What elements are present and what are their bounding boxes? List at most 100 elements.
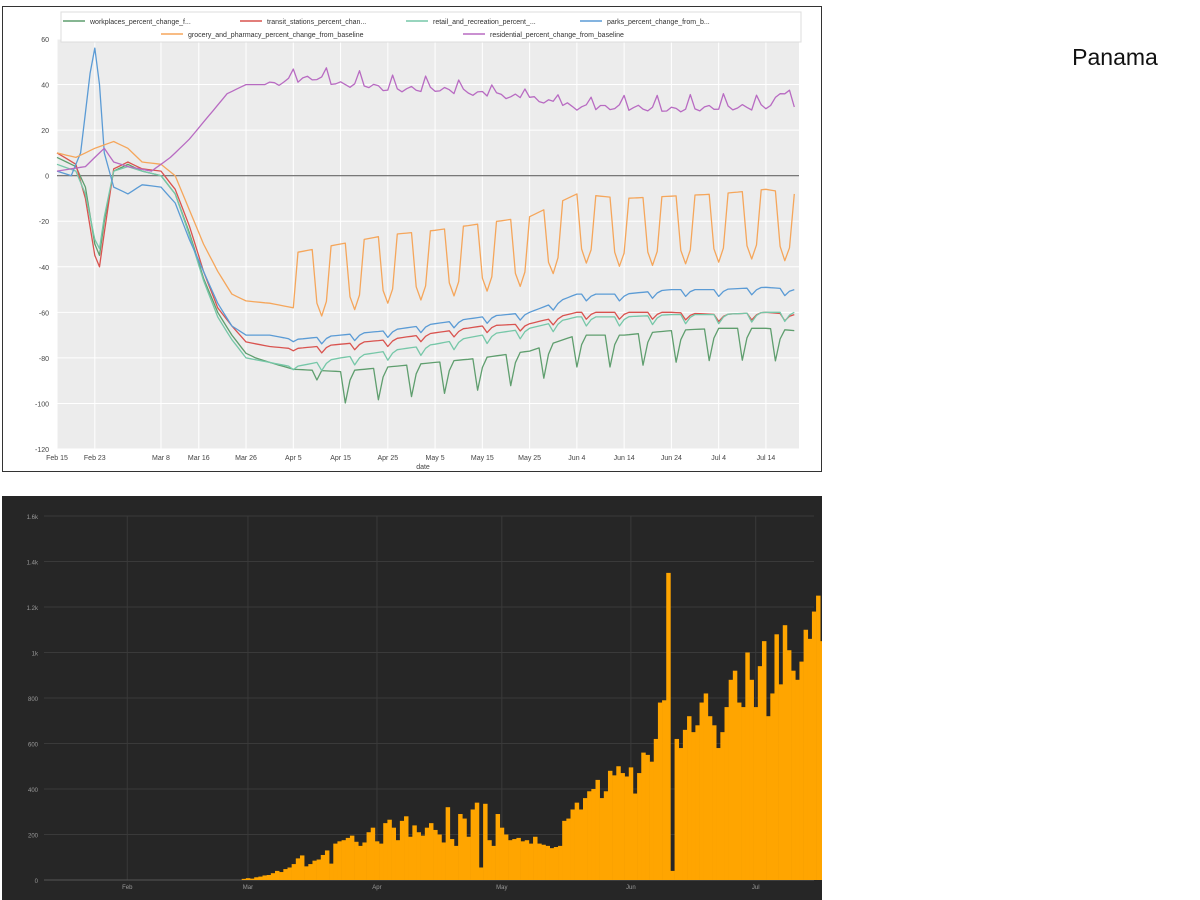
bar [399,820,405,880]
x-tick-label: Apr 5 [285,455,302,462]
x-tick-label: Mar [243,885,253,891]
bar [441,842,446,880]
bar [807,638,813,880]
bar [266,875,272,880]
y-tick-label: 600 [28,743,39,749]
bar [674,738,680,880]
bar [816,595,821,881]
bar [254,877,259,880]
bar [820,641,822,881]
bar [749,679,754,880]
bar [687,716,692,880]
bar [778,684,784,880]
x-tick-label: Jun 24 [661,455,682,462]
series-line-grocery [56,140,795,317]
y-tick-label: 20 [41,128,49,135]
y-tick-label: -20 [39,219,49,226]
bar [632,793,638,880]
bar [558,845,563,881]
bar [537,843,542,880]
bar [695,725,700,880]
x-tick-label: May [496,885,507,891]
y-tick-label: 1k [32,652,39,658]
series-line-retail [56,163,795,372]
bar [803,629,809,880]
bar [462,818,467,880]
bar [483,803,488,880]
x-tick-label: Apr 15 [330,455,351,462]
bar [583,798,588,880]
bar [299,855,305,880]
y-tick-label: 0 [35,879,39,885]
bar [308,864,313,880]
bar [528,843,534,880]
bar [699,702,704,880]
bar [470,809,476,880]
x-tick-label: Apr [372,885,381,891]
x-tick-label: May 5 [426,455,445,462]
bar [324,850,330,880]
bar [574,802,580,880]
x-tick-label: Mar 16 [188,455,210,462]
bar [279,872,284,880]
y-tick-label: 1.6k [27,515,39,521]
bar [304,866,309,880]
x-axis-label: date [416,464,430,470]
bar [724,707,729,880]
bar [437,834,442,880]
bar [620,773,625,880]
bar [474,802,480,880]
bar [761,641,767,881]
bar [691,732,696,881]
bar [391,827,396,880]
bar [458,814,463,880]
bar [341,840,347,880]
bar [666,572,671,881]
bar [258,876,263,880]
x-tick-label: Jun 14 [614,455,635,462]
bar [412,825,417,880]
bar [478,867,484,880]
cases-bar-chart-svg: 1.6k 1.4k 1.2k 1k 800 600 400 200 0 Feb Mar Apr May J… [2,496,822,900]
bar [291,864,297,880]
bar [616,766,621,880]
bar [786,650,792,880]
x-tick-label: Jun 4 [568,455,585,462]
y-tick-label: -80 [39,356,49,363]
bar [329,863,334,880]
legend-entry: retail_and_recreation_percent_... [433,19,536,26]
mobility-chart: 60 40 20 0 -20 -40 -60 -80 -100 -120 Feb 15 Feb 23 M… [2,6,822,472]
bar [320,854,326,880]
bar [587,791,592,880]
bar [374,841,380,880]
x-tick-label: Mar 8 [152,455,170,462]
bar [495,814,501,880]
y-tick-label: -100 [35,401,49,408]
bar [757,666,763,880]
bar [549,848,555,880]
legend-entry: parks_percent_change_from_b... [607,19,710,26]
bar [795,679,800,880]
y-tick-label: 1.4k [27,561,39,567]
bar [712,725,717,880]
bar [657,702,663,880]
bar [520,841,526,880]
bar [591,789,596,880]
plot-area [57,39,799,449]
bar [316,859,322,880]
bar [358,845,363,881]
bar [262,875,267,880]
x-tick-label: Jul [752,885,760,891]
bar [745,652,750,880]
bar [728,679,734,880]
bar [512,839,517,880]
bar [766,716,771,880]
legend-box [60,11,802,43]
bar [453,845,459,881]
bar [770,693,775,880]
bar [645,754,650,881]
x-tick-label: Jun [626,885,636,891]
series-line-residential [56,67,795,172]
x-tick-label: Apr 25 [378,455,399,462]
